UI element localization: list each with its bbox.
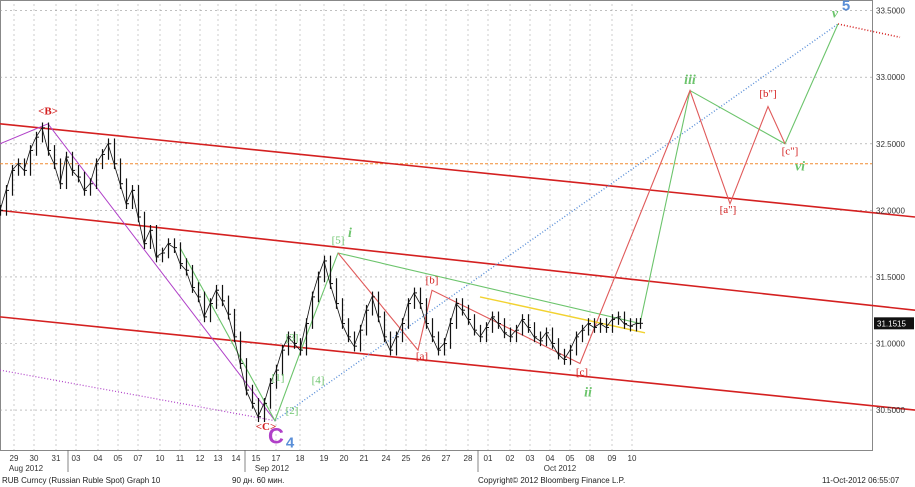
y-tick-label: 33.0000: [876, 73, 905, 82]
month-label: Aug 2012: [9, 464, 44, 473]
yellow-trendline: [479, 296, 646, 334]
x-tick-label: 04: [94, 454, 103, 463]
timestamp-label: 11-Oct-2012 06:55:07: [822, 476, 900, 485]
axis-layer: 30.5000 31.0000 31.5000 32.0000 32.5000 33.00…: [9, 7, 914, 473]
copyright-label: Copyright© 2012 Bloomberg Finance L.P.: [478, 476, 625, 485]
x-tick-label: 10: [628, 454, 637, 463]
x-tick-label: 21: [360, 454, 369, 463]
x-tick-label: 19: [320, 454, 329, 463]
wave-label: 4: [286, 434, 295, 451]
wave-label: [1]: [272, 372, 285, 384]
y-tick-label: 33.5000: [876, 7, 905, 16]
wave-label: <C>: [256, 421, 276, 433]
y-tick-label: 30.5000: [876, 406, 905, 415]
x-tick-label: 14: [232, 454, 241, 463]
wave-label: 5: [842, 0, 850, 15]
y-tick-label: 31.5000: [876, 273, 905, 282]
projection-dotted-line: [274, 23, 839, 422]
month-label: Sep 2012: [255, 464, 290, 473]
x-tick-label: 08: [586, 454, 595, 463]
month-label: Oct 2012: [544, 464, 577, 473]
x-tick-label: 03: [72, 454, 81, 463]
price-layer: [0, 122, 643, 423]
channel-line-lower: [0, 316, 915, 411]
x-tick-label: 30: [30, 454, 39, 463]
wave-label: iii: [684, 73, 696, 88]
x-tick-label: 25: [402, 454, 411, 463]
channel-line-middle: [0, 209, 915, 312]
wave-label: [4]: [312, 374, 325, 386]
y-tick-label: 31.0000: [876, 339, 905, 348]
x-tick-label: 20: [340, 454, 349, 463]
x-tick-label: 13: [214, 454, 223, 463]
x-tick-label: 18: [296, 454, 305, 463]
red-wave-line: [337, 88, 786, 365]
wave-label: v: [832, 6, 839, 21]
x-tick-label: 02: [506, 454, 515, 463]
x-tick-label: 11: [176, 454, 185, 463]
x-tick-label: 17: [272, 454, 281, 463]
channel-line-upper: [0, 123, 915, 218]
x-tick-label: 07: [134, 454, 143, 463]
x-tick-label: 05: [114, 454, 123, 463]
period-label: 90 дн. 60 мин.: [232, 476, 284, 485]
wave-label: [a"]: [720, 204, 737, 216]
wave-label: [b]: [426, 275, 439, 287]
x-tick-label: 09: [608, 454, 617, 463]
x-tick-label: 10: [156, 454, 165, 463]
last-price-label: 31.1515: [877, 319, 906, 328]
wave-label: [5]: [332, 235, 345, 247]
wave-label: [c"]: [782, 145, 799, 157]
x-tick-label: 03: [526, 454, 535, 463]
label-layer: <B><C>C 4[1][2][3][4][5] i[b][a][c]iiiii[b…: [38, 0, 850, 451]
wave-label: C: [268, 423, 284, 448]
x-tick-label: 01: [484, 454, 493, 463]
wave-label: <B>: [38, 106, 58, 118]
wave-label: [3]: [286, 332, 299, 344]
x-tick-label: 04: [546, 454, 555, 463]
x-tick-label: 31: [52, 454, 61, 463]
x-tick-label: 15: [252, 454, 261, 463]
wave-label: [c]: [576, 366, 588, 378]
x-tick-label: 26: [422, 454, 431, 463]
x-tick-label: 12: [196, 454, 205, 463]
instrument-label: RUB Curncy (Russian Ruble Spot) Graph 10: [2, 476, 161, 485]
wave-label: i: [348, 226, 352, 241]
last-price-box: [874, 317, 914, 330]
y-tick-label: 32.0000: [876, 206, 905, 215]
x-tick-label: 27: [442, 454, 451, 463]
x-tick-label: 29: [10, 454, 19, 463]
wave-label: [b"]: [759, 88, 776, 100]
x-tick-label: 24: [382, 454, 391, 463]
y-tick-label: 32.5000: [876, 140, 905, 149]
x-tick-label: 05: [566, 454, 575, 463]
wave-label: vi: [795, 159, 805, 174]
x-tick-label: 28: [464, 454, 473, 463]
wave-label: [a]: [416, 350, 428, 362]
channel-layer: [0, 123, 915, 411]
green-wave-line: [179, 23, 839, 423]
wave-label: [2]: [286, 405, 299, 417]
plot-frame: [0, 0, 873, 451]
wave-label: ii: [584, 386, 592, 401]
